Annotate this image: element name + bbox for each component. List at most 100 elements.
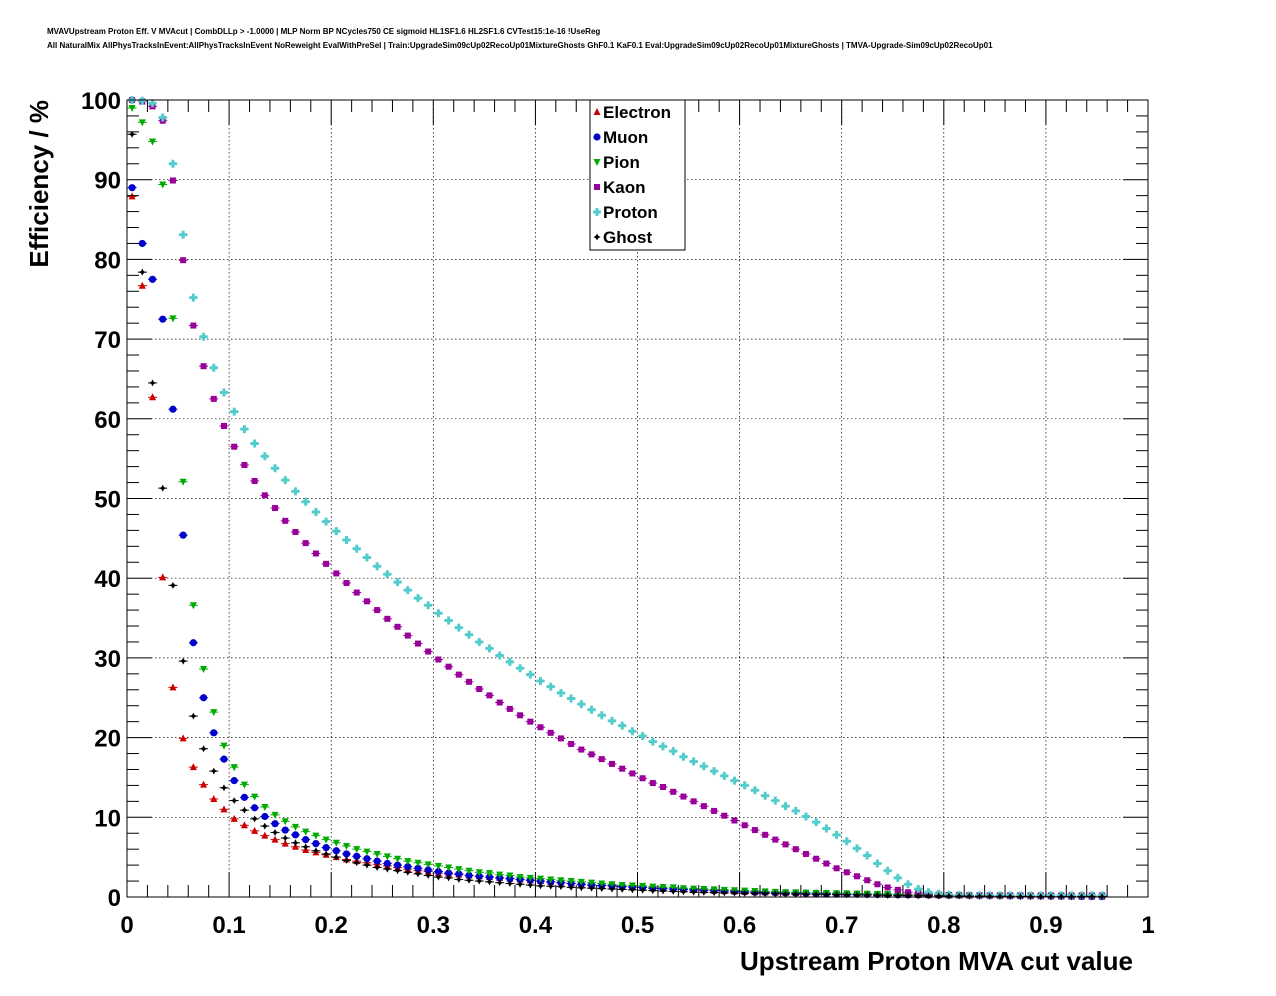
point-kaon	[884, 884, 891, 891]
point-pion	[261, 803, 269, 811]
point-kaon	[772, 836, 779, 843]
point-kaon	[823, 860, 830, 867]
point-kaon	[466, 678, 473, 685]
point-proton	[240, 425, 249, 434]
point-proton	[801, 812, 810, 821]
point-ghost	[373, 864, 381, 872]
point-ghost	[475, 877, 483, 885]
point-proton	[495, 651, 504, 660]
point-ghost	[394, 867, 402, 875]
point-kaon	[241, 462, 248, 469]
point-muon	[414, 864, 422, 872]
point-ghost	[761, 890, 769, 898]
legend-label-electron: Electron	[603, 103, 671, 122]
point-ghost	[271, 828, 279, 836]
point-pion	[547, 876, 555, 884]
point-proton	[597, 711, 606, 720]
point-proton	[567, 694, 576, 703]
point-proton	[291, 487, 300, 496]
x-tick-label: 1	[1141, 912, 1154, 939]
point-ghost	[506, 879, 514, 887]
point-ghost	[924, 892, 932, 900]
point-ghost	[434, 873, 442, 881]
point-kaon	[414, 640, 421, 647]
point-proton	[781, 802, 790, 811]
point-ghost	[424, 871, 432, 879]
point-proton	[311, 508, 320, 517]
point-ghost	[414, 870, 422, 878]
point-proton	[281, 476, 290, 485]
point-ghost	[730, 889, 738, 897]
point-ghost	[230, 797, 238, 805]
point-proton	[618, 721, 627, 730]
point-electron	[261, 831, 269, 839]
point-ghost	[598, 885, 606, 893]
point-ghost	[986, 892, 994, 900]
point-ghost	[884, 891, 892, 899]
point-kaon	[180, 257, 187, 264]
point-kaon	[333, 570, 340, 577]
point-pion	[210, 709, 218, 717]
point-pion	[383, 853, 391, 861]
point-pion	[588, 879, 596, 887]
point-muon	[383, 859, 391, 868]
point-ghost	[179, 657, 187, 665]
point-kaon	[894, 886, 901, 893]
y-tick-label: 100	[81, 88, 121, 115]
point-pion	[618, 882, 626, 890]
point-ghost	[843, 891, 851, 899]
point-proton	[873, 859, 882, 868]
point-pion	[302, 828, 310, 836]
point-proton	[260, 452, 269, 461]
point-proton	[832, 830, 841, 839]
point-pion	[567, 878, 575, 886]
point-kaon	[404, 632, 411, 639]
point-ghost	[567, 883, 575, 891]
point-kaon	[363, 598, 370, 605]
point-kaon	[312, 550, 319, 557]
point-ghost	[751, 889, 759, 897]
point-ghost	[802, 890, 810, 898]
grid-lines	[127, 100, 1148, 897]
point-kaon	[445, 663, 452, 670]
point-pion	[639, 882, 647, 890]
point-proton	[628, 727, 637, 736]
point-ghost	[138, 268, 146, 276]
point-kaon	[741, 822, 748, 829]
point-pion	[240, 781, 248, 789]
point-pion	[138, 119, 146, 127]
point-ghost	[404, 868, 412, 876]
point-electron	[210, 794, 218, 802]
point-pion	[485, 870, 493, 878]
point-pion	[179, 478, 187, 486]
legend-label-kaon: Kaon	[603, 178, 646, 197]
point-kaon	[547, 729, 554, 736]
point-ghost	[679, 888, 687, 896]
point-kaon	[792, 846, 799, 853]
x-tick-label: 0.3	[417, 912, 450, 939]
point-proton	[536, 677, 545, 686]
point-kaon	[649, 780, 656, 787]
point-proton	[434, 609, 443, 618]
point-ghost	[639, 886, 647, 894]
point-pion	[220, 742, 228, 750]
point-kaon	[169, 177, 176, 184]
point-kaon	[210, 395, 217, 402]
point-ghost	[976, 892, 984, 900]
point-muon	[404, 863, 412, 871]
point-proton	[679, 752, 688, 761]
point-proton	[271, 464, 280, 473]
point-pion	[455, 866, 463, 874]
point-proton	[669, 747, 678, 756]
point-muon	[128, 184, 136, 192]
point-kaon	[384, 615, 391, 622]
point-kaon	[700, 803, 707, 810]
point-proton	[842, 837, 851, 846]
point-muon	[148, 275, 157, 283]
point-kaon	[190, 322, 197, 329]
point-pion	[394, 855, 402, 863]
legend-label-muon: Muon	[603, 128, 648, 147]
point-proton	[648, 737, 657, 746]
point-electron	[230, 814, 238, 822]
point-ghost	[690, 888, 698, 896]
